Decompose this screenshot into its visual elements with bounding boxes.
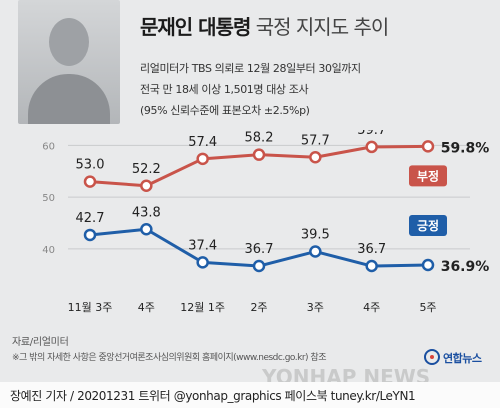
negative-data-label: 58.2 — [245, 131, 274, 146]
positive-point — [196, 256, 209, 269]
negative-point — [365, 140, 378, 154]
positive-series-name: 긍정 — [417, 218, 439, 233]
x-tick-label: 3주 — [307, 301, 324, 314]
y-tick-label: 40 — [42, 245, 55, 256]
positive-point — [365, 259, 378, 273]
yonhap-logo-text: 연합뉴스 — [443, 352, 482, 365]
negative-data-label: 57.7 — [301, 133, 330, 148]
negative-point — [140, 179, 153, 192]
x-tick-label: 2주 — [250, 301, 267, 314]
yonhap-logo: 연합뉴스 — [424, 348, 494, 366]
negative-point — [421, 140, 435, 153]
source-label: 자료/리얼미터 — [12, 337, 69, 348]
positive-point — [309, 245, 322, 258]
negative-data-label: 57.4 — [188, 135, 217, 150]
negative-series-name: 부정 — [417, 168, 439, 183]
positive-series-tag — [409, 214, 447, 236]
negative-point — [196, 152, 209, 166]
negative-data-label: 52.2 — [132, 162, 161, 177]
survey-note-line-2: 전국 만 18세 이상 1,501명 대상 조사 — [140, 83, 309, 96]
portrait-placeholder-head — [49, 18, 89, 66]
approval-line-chart: 40 50 60 11월 3주 4주 12월 1주 2주 3주 4주 5주 53.0 52.2 57.4… — [42, 130, 490, 314]
negative-data-label: 53.0 — [76, 158, 105, 173]
positive-data-label: 39.5 — [301, 228, 330, 243]
positive-data-label: 36.7 — [245, 242, 274, 257]
positive-point — [140, 223, 153, 236]
survey-note-line-3: (95% 신뢰수준에 표본오차 ±2.5%p) — [140, 104, 310, 117]
portrait-photo — [18, 0, 120, 124]
negative-data-label: 59.8% — [441, 140, 490, 156]
portrait-placeholder-body — [28, 74, 110, 124]
x-tick-label: 4주 — [363, 301, 380, 314]
positive-point — [421, 258, 435, 272]
positive-data-label: 42.7 — [76, 211, 105, 226]
negative-point — [309, 151, 322, 164]
x-tick-label: 4주 — [138, 301, 155, 314]
byline-bar: 장예진 기자 / 20201231 트위터 @yonhap_graphics 페… — [0, 382, 500, 408]
positive-data-label: 43.8 — [132, 205, 161, 220]
y-tick-label: 60 — [42, 141, 55, 152]
chart-title: 문재인 대통령 국정 지지도 추이 — [140, 15, 390, 39]
byline-text: 장예진 기자 / 20201231 트위터 @yonhap_graphics 페… — [10, 389, 416, 403]
x-tick-label: 12월 1주 — [180, 301, 225, 314]
negative-point — [83, 175, 97, 188]
positive-data-label: 37.4 — [188, 238, 217, 253]
y-tick-label: 50 — [42, 193, 55, 204]
positive-data-label: 36.7 — [357, 242, 386, 257]
negative-data-label: 59.7 — [357, 130, 386, 138]
footnote: ※그 밖의 자세한 사항은 중앙선거여론조사심의위원회 홈페이지(www.nes… — [12, 353, 326, 363]
yonhap-logo-icon — [424, 349, 440, 365]
negative-point — [252, 148, 266, 161]
positive-point — [83, 228, 97, 242]
negative-series-tag — [409, 165, 447, 187]
title-bold: 문재인 대통령 — [140, 15, 251, 39]
positive-data-label: 36.9% — [441, 259, 490, 275]
x-tick-label: 5주 — [419, 301, 436, 314]
survey-note-line-1: 리얼미터가 TBS 의뢰로 12월 28일부터 30일까지 — [140, 62, 361, 75]
x-tick-label: 11월 3주 — [68, 301, 113, 314]
positive-point — [252, 259, 266, 273]
title-light: 국정 지지도 추이 — [255, 15, 390, 39]
